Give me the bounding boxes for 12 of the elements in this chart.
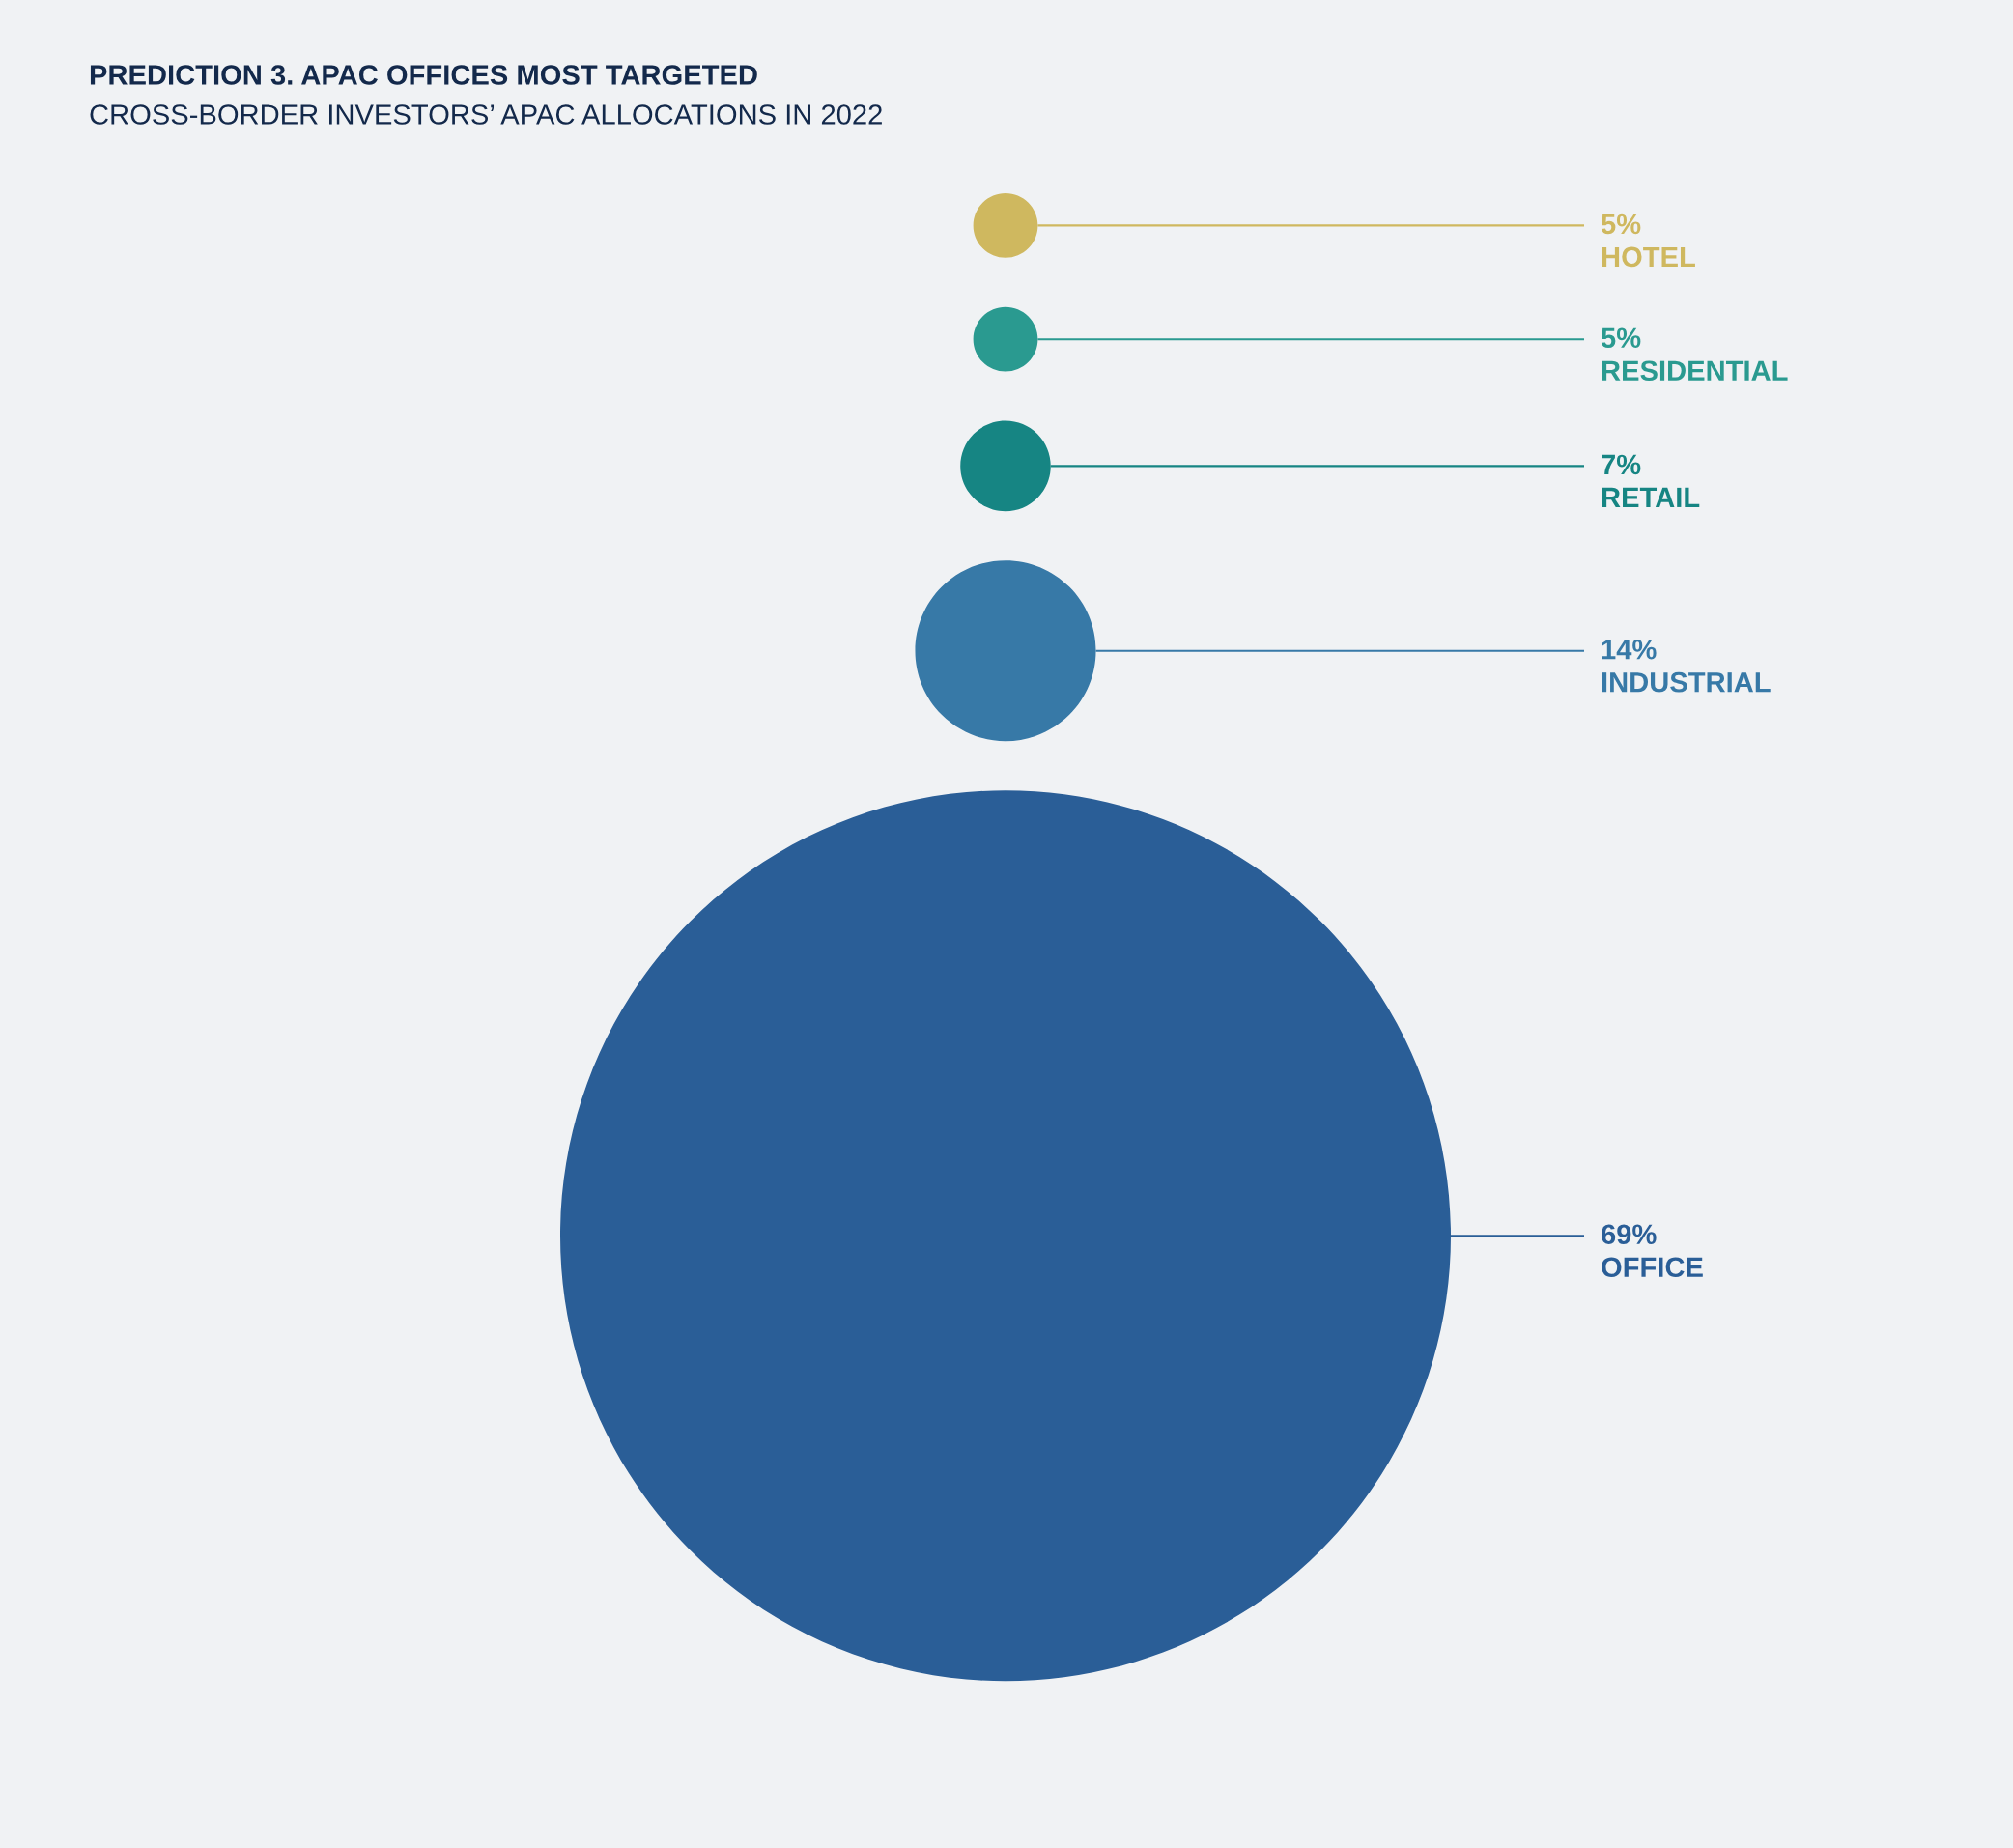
data-label: 69%: [1602, 1224, 1657, 1245]
data-label: 5%: [1601, 327, 1641, 349]
data-label: 7%: [1602, 454, 1641, 475]
category-label: RESIDENTIAL: [1602, 360, 1788, 382]
data-label: 14%: [1602, 639, 1657, 660]
category-label: HOTEL: [1602, 246, 1695, 268]
data-label: 5%: [1601, 213, 1641, 235]
category-label: OFFICE: [1602, 1257, 1703, 1278]
text: CROSS-BORDER INVESTORS’ APAC ALLOCATIONS IN 2022: [90, 104, 882, 125]
text: PREDICTION 3. APAC OFFICES MOST TARGETED: [90, 65, 757, 85]
category-label: INDUSTRIAL: [1602, 671, 1771, 693]
category-label: RETAIL: [1602, 487, 1700, 507]
